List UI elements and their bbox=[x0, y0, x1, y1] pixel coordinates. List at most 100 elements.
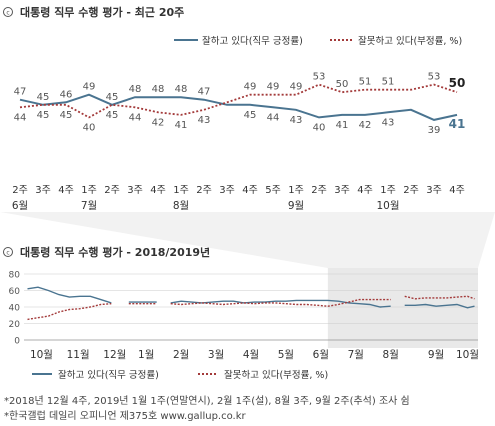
yearly-chart: c 대통령 직무 수행 평가 - 2018/2019년 0 20 40 60 80 10월 11… bbox=[0, 212, 495, 381]
data-label-approve: 43 bbox=[382, 117, 395, 128]
data-label-disapprove: 49 bbox=[290, 82, 303, 93]
data-label-disapprove: 51 bbox=[359, 77, 372, 88]
week-tick-label: 4주 bbox=[357, 185, 373, 196]
week-tick-label: 2주 bbox=[12, 185, 28, 196]
footnote-source: *한국갤럽 데일리 오피니언 제375호 www.gallup.co.kr bbox=[4, 411, 246, 422]
copyright-icon-glyph: c bbox=[6, 250, 9, 257]
month-tick-label: 12월 bbox=[103, 349, 126, 361]
data-label-approve: 48 bbox=[129, 84, 142, 95]
y-tick-label: 60 bbox=[9, 287, 21, 297]
month-tick-label: 3월 bbox=[208, 349, 224, 361]
data-label-disapprove: 49 bbox=[244, 82, 257, 93]
data-label-approve: 48 bbox=[152, 84, 165, 95]
month-tick-label: 7월 bbox=[81, 200, 97, 210]
week-tick-label: 1주 bbox=[380, 185, 396, 196]
week-tick-label: 1주 bbox=[288, 185, 304, 196]
data-label-approve: 44 bbox=[267, 112, 280, 123]
copyright-icon-glyph: c bbox=[6, 10, 9, 17]
data-label-disapprove: 45 bbox=[37, 110, 50, 121]
chart-title: 대통령 직무 수행 평가 - 최근 20주 bbox=[20, 5, 184, 19]
data-label-approve: 47 bbox=[14, 87, 27, 98]
week-tick-label: 2주 bbox=[104, 185, 120, 196]
data-label-approve: 42 bbox=[359, 120, 372, 131]
series-disapprove-line bbox=[170, 298, 391, 307]
data-label-approve: 39 bbox=[428, 125, 441, 136]
data-label-approve: 46 bbox=[60, 89, 73, 100]
data-label-disapprove: 45 bbox=[106, 110, 119, 121]
legend-disapprove-label: 잘못하고 있다(부정률, %) bbox=[358, 35, 462, 47]
zoom-connector bbox=[0, 212, 495, 268]
series-approve-line bbox=[19, 93, 458, 121]
week-tick-label: 5주 bbox=[265, 185, 281, 196]
data-label-approve: 41 bbox=[449, 117, 466, 131]
y-tick-label: 40 bbox=[9, 304, 21, 314]
series-disapprove-line bbox=[27, 303, 112, 321]
data-label-disapprove: 43 bbox=[198, 115, 211, 126]
month-tick-label: 8월 bbox=[173, 200, 189, 210]
chart-title: 대통령 직무 수행 평가 - 2018/2019년 bbox=[20, 245, 210, 259]
month-tick-label: 6월 bbox=[12, 200, 28, 210]
series-disapprove-line bbox=[19, 83, 458, 119]
data-label-disapprove: 50 bbox=[449, 76, 466, 90]
week-tick-label: 3주 bbox=[219, 185, 235, 196]
week-tick-label: 2주 bbox=[403, 185, 419, 196]
series-approve-line bbox=[404, 303, 475, 309]
highlight-region bbox=[327, 268, 478, 348]
data-label-disapprove: 44 bbox=[129, 112, 142, 123]
data-label-approve: 41 bbox=[336, 120, 349, 131]
data-label-disapprove: 53 bbox=[428, 72, 441, 83]
week-tick-label: 4주 bbox=[242, 185, 258, 196]
data-label-approve: 45 bbox=[106, 92, 119, 103]
data-label-disapprove: 49 bbox=[267, 82, 280, 93]
week-tick-label: 4주 bbox=[150, 185, 166, 196]
data-label-disapprove: 53 bbox=[313, 72, 326, 83]
copyright-icon bbox=[3, 247, 13, 257]
week-tick-label: 2주 bbox=[196, 185, 212, 196]
data-label-approve: 40 bbox=[313, 122, 326, 133]
month-tick-label: 10월 bbox=[456, 349, 479, 361]
week-tick-label: 4주 bbox=[58, 185, 74, 196]
data-label-approve: 45 bbox=[244, 110, 257, 121]
data-label-disapprove: 44 bbox=[14, 112, 27, 123]
data-label-disapprove: 42 bbox=[152, 117, 165, 128]
series-disapprove-line bbox=[404, 295, 475, 300]
data-label-approve: 47 bbox=[198, 87, 211, 98]
data-label-disapprove: 50 bbox=[336, 79, 349, 90]
y-tick-label: 0 bbox=[14, 337, 20, 347]
month-tick-label: 4월 bbox=[243, 349, 259, 361]
legend-approve-label: 잘하고 있다(직무 긍정률) bbox=[58, 369, 159, 381]
data-label-disapprove: 41 bbox=[175, 120, 188, 131]
week-tick-label: 1주 bbox=[81, 185, 97, 196]
footnote-skip-weeks: *2018년 12월 4주, 2019년 1월 1주(연말연시), 2월 1주(… bbox=[4, 396, 410, 407]
data-label-disapprove: 45 bbox=[60, 110, 73, 121]
month-tick-label: 11월 bbox=[67, 349, 90, 361]
data-label-approve: 45 bbox=[37, 92, 50, 103]
week-tick-label: 4주 bbox=[449, 185, 465, 196]
week-tick-label: 2주 bbox=[311, 185, 327, 196]
y-tick-label: 20 bbox=[9, 320, 21, 330]
month-tick-label: 7월 bbox=[348, 349, 364, 361]
data-label-disapprove: 51 bbox=[382, 77, 395, 88]
month-tick-label: 10월 bbox=[30, 349, 53, 361]
month-tick-label: 10월 bbox=[376, 200, 399, 210]
month-tick-label: 1월 bbox=[138, 349, 154, 361]
series-approve-line bbox=[27, 286, 112, 304]
copyright-icon bbox=[3, 7, 13, 17]
week-tick-label: 1주 bbox=[173, 185, 189, 196]
data-label-approve: 43 bbox=[290, 115, 303, 126]
month-tick-label: 9월 bbox=[288, 200, 304, 210]
week-tick-label: 3주 bbox=[127, 185, 143, 196]
month-tick-label: 8월 bbox=[383, 349, 399, 361]
month-tick-label: 6월 bbox=[313, 349, 329, 361]
month-tick-label: 5월 bbox=[278, 349, 294, 361]
data-label-approve: 49 bbox=[83, 82, 96, 93]
month-tick-label: 2월 bbox=[173, 349, 189, 361]
week-tick-label: 3주 bbox=[334, 185, 350, 196]
week-tick-label: 3주 bbox=[35, 185, 51, 196]
data-label-approve: 48 bbox=[175, 84, 188, 95]
week-tick-label: 3주 bbox=[426, 185, 442, 196]
month-tick-label: 9월 bbox=[428, 349, 444, 361]
legend-disapprove-label: 잘못하고 있다(부정률, %) bbox=[224, 369, 328, 381]
